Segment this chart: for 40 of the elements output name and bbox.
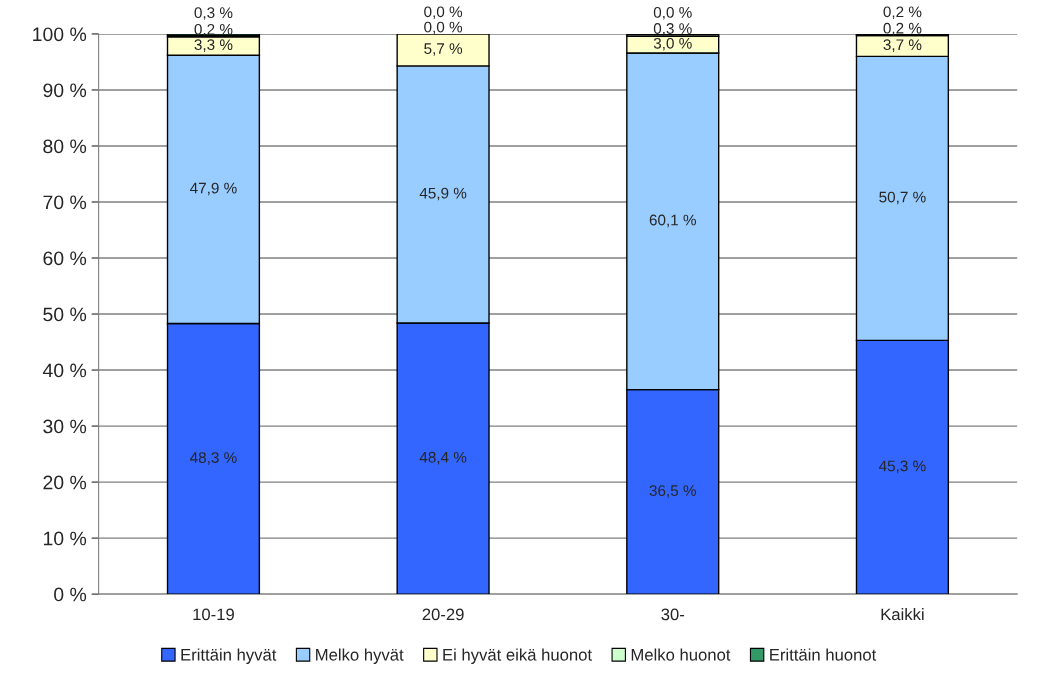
data-label: 0,0 % xyxy=(653,6,692,20)
data-label: 0,3 % xyxy=(653,23,692,36)
data-label: 0,2 % xyxy=(194,23,233,37)
data-label: 60,1 % xyxy=(649,214,696,228)
x-tick-label: 30- xyxy=(661,608,685,621)
legend-label: Erittäin huonot xyxy=(770,648,877,661)
data-label: 36,5 % xyxy=(649,485,696,498)
data-label: 3,0 % xyxy=(653,37,692,51)
data-label: 0,0 % xyxy=(424,6,463,20)
data-label: 3,3 % xyxy=(194,39,233,52)
y-tick-label: 70 % xyxy=(43,195,87,210)
data-label: 45,9 % xyxy=(419,187,467,201)
legend-label: Erittäin hyvät xyxy=(181,648,277,664)
data-label: 3,7 % xyxy=(883,39,922,52)
x-tick-label: 20-29 xyxy=(422,608,464,621)
y-tick-label: 100 % xyxy=(33,27,87,42)
y-tick-label: 90 % xyxy=(43,83,87,98)
y-tick-label: 80 % xyxy=(43,139,87,154)
data-label: 0,3 % xyxy=(194,7,233,20)
y-tick-label: 60 % xyxy=(43,251,87,266)
y-tick-label: 30 % xyxy=(43,419,87,434)
data-label: 48,4 % xyxy=(419,451,467,465)
legend-label: Melko huonot xyxy=(631,648,731,661)
data-label: 0,0 % xyxy=(424,21,463,35)
legend-label: Ei hyvät eikä huonot xyxy=(443,648,592,664)
data-label: 48,3 % xyxy=(190,452,237,465)
x-tick-label: 10-19 xyxy=(193,608,234,621)
data-label: 0,2 % xyxy=(883,6,922,20)
y-tick-label: 40 % xyxy=(42,363,87,378)
y-tick-label: 50 % xyxy=(43,307,87,322)
y-tick-label: 0 % xyxy=(54,587,87,602)
data-label: 50,7 % xyxy=(879,191,926,205)
data-label: 47,9 % xyxy=(190,182,237,196)
x-tick-label: Kaikki xyxy=(881,608,924,621)
data-label: 5,7 % xyxy=(424,43,463,56)
legend-label: Melko hyvät xyxy=(316,648,404,664)
data-label: 0,2 % xyxy=(883,22,922,36)
data-label: 45,3 % xyxy=(878,460,926,474)
y-tick-label: 10 % xyxy=(43,531,87,546)
y-tick-label: 20 % xyxy=(43,475,87,490)
